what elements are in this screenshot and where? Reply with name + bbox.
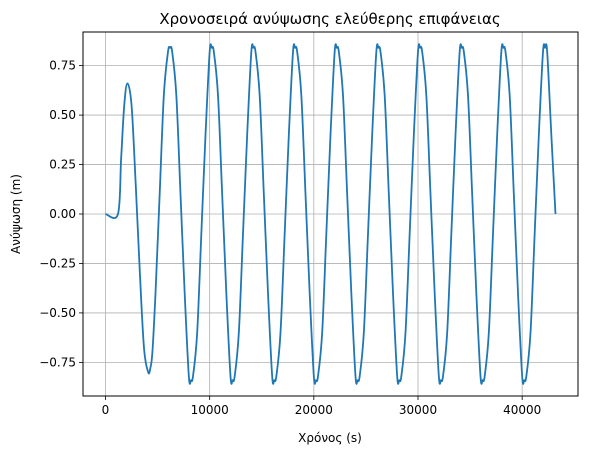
y-tick-label: −0.50 <box>39 306 76 320</box>
y-tick-label: 0.25 <box>49 158 76 172</box>
x-tick-label: 0 <box>102 403 110 417</box>
x-tick-label: 10000 <box>191 403 229 417</box>
chart-title: Χρονοσειρά ανύψωσης ελεύθερης επιφάνειας <box>159 10 500 28</box>
x-axis-label: Χρόνος (s) <box>298 431 362 445</box>
series-line <box>105 43 557 385</box>
x-tick-label: 40000 <box>503 403 541 417</box>
series-layer <box>105 43 557 385</box>
x-tick-label: 20000 <box>295 403 333 417</box>
y-tick-label: −0.75 <box>39 355 76 369</box>
y-tick-label: 0.75 <box>49 59 76 73</box>
y-tick-label: 0.00 <box>49 207 76 221</box>
y-tick-label: 0.50 <box>49 108 76 122</box>
y-tick-label: −0.25 <box>39 256 76 270</box>
y-axis-ticks: −0.75 −0.50 −0.25 0.00 0.25 0.50 0.75 <box>39 59 83 369</box>
x-tick-label: 30000 <box>399 403 437 417</box>
x-axis-ticks: 0 10000 20000 30000 40000 <box>102 396 541 417</box>
y-axis-label: Ανύψωση (m) <box>9 174 23 254</box>
